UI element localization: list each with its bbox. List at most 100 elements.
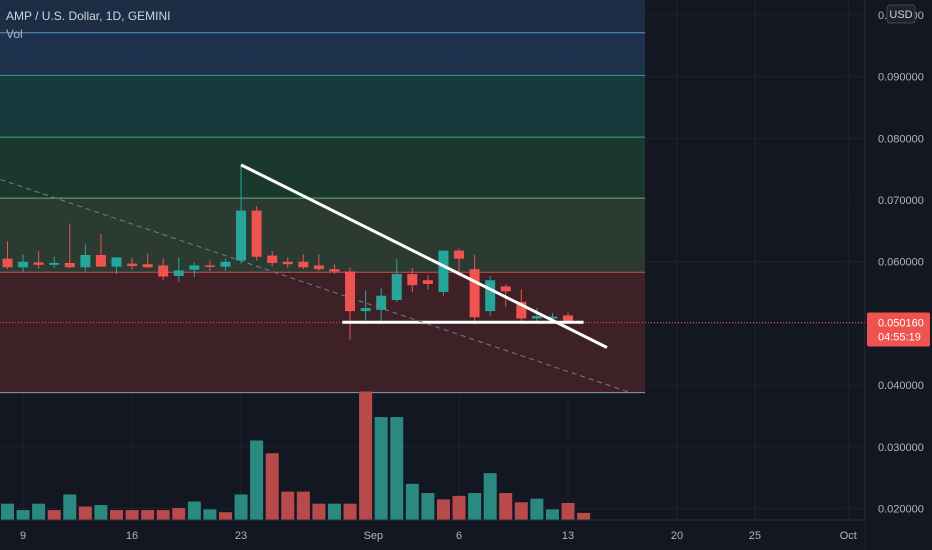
volume-bar xyxy=(234,494,248,520)
x-tick-label: 6 xyxy=(456,530,462,542)
y-tick-label: 0.080000 xyxy=(878,133,924,145)
volume-bar xyxy=(250,440,264,520)
chart-title: AMP / U.S. Dollar, 1D, GEMINI xyxy=(6,9,170,23)
candle-body xyxy=(454,250,465,259)
volume-bar xyxy=(468,493,482,520)
candle-body xyxy=(376,295,387,310)
time-axis-panel xyxy=(0,520,865,550)
volume-bar xyxy=(327,503,341,520)
candle-body xyxy=(516,301,527,319)
volume-bar xyxy=(32,503,46,520)
fib-zone xyxy=(0,137,645,199)
volume-bar xyxy=(359,391,373,520)
price-marker-countdown: 04:55:19 xyxy=(878,331,921,343)
candle-body xyxy=(438,250,449,292)
volume-bar xyxy=(499,493,513,520)
candle-body xyxy=(173,270,184,276)
fib-zone xyxy=(0,0,645,33)
x-tick-label: 20 xyxy=(671,530,683,542)
candle-body xyxy=(329,269,340,272)
candle-body xyxy=(469,269,480,318)
volume-bar xyxy=(421,493,435,520)
price-marker-box xyxy=(867,312,930,347)
candle-body xyxy=(49,262,60,265)
candle-body xyxy=(95,254,106,267)
fib-zone xyxy=(0,75,645,138)
x-tick-label: 9 xyxy=(20,530,26,542)
candle-body xyxy=(189,265,200,270)
candle-body xyxy=(33,262,44,265)
candle-body xyxy=(547,316,558,319)
price-axis-panel xyxy=(865,0,932,550)
y-tick-label: 0.040000 xyxy=(878,380,924,392)
candle-body xyxy=(391,274,402,301)
y-tick-label: 0.020000 xyxy=(878,504,924,516)
volume-bar xyxy=(483,473,497,520)
x-tick-label: 25 xyxy=(749,530,761,542)
trendline xyxy=(0,178,631,394)
volume-bar xyxy=(156,510,170,520)
volume-bar xyxy=(343,503,357,520)
volume-bar xyxy=(203,509,217,520)
volume-bar xyxy=(436,499,450,520)
x-tick-label: 13 xyxy=(562,530,574,542)
currency-badge: USD xyxy=(889,9,912,21)
volume-bar xyxy=(514,502,528,520)
x-tick-label: 23 xyxy=(235,530,247,542)
candle-body xyxy=(236,210,247,261)
x-tick-label: Sep xyxy=(364,530,384,542)
y-tick-label: 0.060000 xyxy=(878,257,924,269)
volume-bar xyxy=(452,495,466,520)
y-tick-label: 0.090000 xyxy=(878,72,924,84)
price-marker-value: 0.050160 xyxy=(878,317,924,329)
fib-zone xyxy=(0,32,645,76)
candle-body xyxy=(220,261,231,267)
candle-body xyxy=(298,261,309,268)
volume-bar xyxy=(374,417,388,520)
candle-body xyxy=(360,308,371,312)
fib-zone xyxy=(0,272,645,393)
candle-body xyxy=(313,265,324,270)
volume-bar xyxy=(47,510,61,520)
candle-body xyxy=(142,264,153,268)
candle-body xyxy=(204,265,215,267)
candle-body xyxy=(111,257,122,267)
volume-bar xyxy=(296,491,310,520)
x-tick-label: Oct xyxy=(840,530,857,542)
candle-body xyxy=(18,261,29,268)
volume-bar xyxy=(78,506,92,520)
volume-bar xyxy=(390,417,404,520)
volume-bar xyxy=(561,502,575,520)
volume-bar xyxy=(141,510,155,520)
volume-bar xyxy=(94,505,108,520)
candle-body xyxy=(563,315,574,323)
candle-body xyxy=(158,265,169,277)
candle-body xyxy=(267,255,278,263)
candle-body xyxy=(531,316,542,319)
volume-bar xyxy=(577,512,591,520)
trendline xyxy=(240,163,608,349)
candle-body xyxy=(80,254,91,268)
volume-bar xyxy=(125,510,139,520)
volume-bar xyxy=(218,512,232,520)
volume-bar xyxy=(187,501,201,520)
y-tick-label: 0.070000 xyxy=(878,195,924,207)
candle-body xyxy=(282,261,293,265)
candle-body xyxy=(485,280,496,312)
currency-badge-box xyxy=(886,4,916,24)
volume-bar xyxy=(405,483,419,520)
volume-bar xyxy=(16,510,30,520)
volume-bar xyxy=(265,453,279,520)
candle-body xyxy=(422,280,433,284)
volume-bar xyxy=(63,494,77,520)
volume-bar xyxy=(109,510,123,520)
candle-body xyxy=(64,262,75,268)
volume-bar xyxy=(172,507,186,520)
volume-bar xyxy=(312,503,326,520)
x-tick-label: 16 xyxy=(126,530,138,542)
volume-bar xyxy=(281,491,295,520)
candle-body xyxy=(407,274,418,286)
candle-body xyxy=(2,258,13,268)
